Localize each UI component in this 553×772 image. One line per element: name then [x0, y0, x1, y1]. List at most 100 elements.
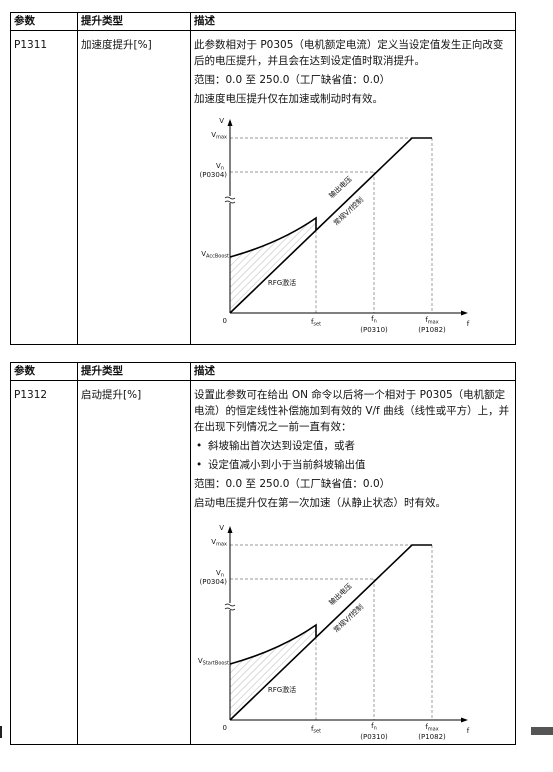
x-arrow — [461, 717, 468, 723]
paragraph: 启动电压提升仅在第一次加速（从静止状态）时有效。 — [194, 495, 512, 511]
vf-diagram: Vf0VmaxVn(P0304)VStartBoostfsetfn(P0310)… — [198, 524, 470, 741]
paragraph: 加速度电压提升仅在加速或制动时有效。 — [194, 91, 512, 107]
text-line: 范围：0.0 至 250.0（工厂缺省值：0.0） — [194, 74, 391, 86]
x-axis-label: f — [467, 727, 470, 735]
fmax-label-sub: max — [428, 727, 439, 733]
axis-break-bg — [226, 603, 234, 610]
curve-label: 输出电压 — [327, 174, 354, 200]
fn-label: fn — [371, 722, 377, 732]
header-cell: 描述 — [194, 365, 215, 377]
fn-label: fn — [371, 315, 377, 325]
vmax-label: Vmax — [211, 538, 227, 548]
fset-label-sub: set — [313, 729, 321, 735]
bullet-item: 设定值减小到小于当前斜坡输出值 — [194, 457, 512, 473]
param-cell: P1312 — [14, 389, 48, 401]
fn-label-sub: n — [374, 319, 377, 325]
text-line: 设置此参数可在给出 ON 命令以后将一个相对于 P0305（电机额定 — [194, 389, 506, 401]
paragraph: 设置此参数可在给出 ON 命令以后将一个相对于 P0305（电机额定 电流）的恒定… — [194, 387, 512, 435]
vboost-label: VStartBoost — [198, 657, 229, 667]
fmax-label: fmax — [425, 316, 438, 326]
vn-label: Vn — [216, 162, 224, 172]
paragraph: 此参数相对于 P0305（电机额定电流）定义当设定值发生正向改变 后的电压提升，并… — [194, 37, 512, 69]
axis-break — [224, 196, 236, 204]
header-line — [10, 380, 516, 381]
type-cell: 启动提升[%] — [81, 389, 142, 401]
x-arrow — [461, 310, 468, 316]
text-line: 后的电压提升，并且会在达到设定值时取消提升。 — [194, 55, 425, 67]
fn-param: (P0310) — [360, 733, 388, 741]
fn-label-base: f — [371, 722, 374, 730]
vf-line — [229, 544, 432, 721]
fmax-param: (P1082) — [418, 326, 446, 334]
vboost-label-base: V — [198, 657, 203, 665]
axis-break — [224, 603, 236, 611]
fset-label: fset — [311, 725, 321, 735]
boost-area — [230, 218, 316, 313]
column-line — [190, 12, 191, 345]
paragraph: 范围：0.0 至 250.0（工厂缺省值：0.0） — [194, 476, 512, 492]
fmax-label-base: f — [425, 316, 428, 324]
vmax-label-base: V — [211, 131, 216, 139]
vf-diagram: Vf0VmaxVn(P0304)VAccBoostfsetfn(P0310)fm… — [200, 117, 470, 334]
curve-label: RFG激活 — [268, 278, 296, 287]
vmax-label-base: V — [211, 538, 216, 546]
fset-label-base: f — [311, 318, 314, 326]
vn-param: (P0304) — [200, 171, 228, 179]
axis-break-bg — [226, 196, 234, 203]
vn-label-sub: n — [221, 166, 224, 172]
y-axis-label: V — [219, 524, 224, 532]
boost-area — [230, 625, 316, 720]
fn-label-sub: n — [374, 726, 377, 732]
description: 设置此参数可在给出 ON 命令以后将一个相对于 P0305（电机额定 电流）的恒定… — [194, 387, 512, 514]
fn-param: (P0310) — [360, 326, 388, 334]
text-line: 加速度电压提升仅在加速或制动时有效。 — [194, 93, 383, 105]
description: 此参数相对于 P0305（电机额定电流）定义当设定值发生正向改变 后的电压提升，并… — [194, 37, 512, 110]
vboost-label-base: V — [201, 250, 206, 258]
vboost-label-sub: AccBoost — [206, 254, 229, 260]
header-cell: 提升类型 — [81, 15, 123, 27]
text-line: 此参数相对于 P0305（电机额定电流）定义当设定值发生正向改变 — [194, 39, 504, 51]
vn-label-base: V — [216, 162, 221, 170]
curve-label: RFG激活 — [268, 685, 296, 694]
fmax-param: (P1082) — [418, 733, 446, 741]
page-tab — [531, 727, 553, 735]
origin-label: 0 — [223, 317, 227, 325]
text-line: 启动电压提升仅在第一次加速（从静止状态）时有效。 — [194, 497, 446, 509]
vn-param: (P0304) — [200, 578, 228, 586]
vn-label-sub: n — [221, 573, 224, 579]
header-line — [10, 30, 516, 31]
fset-label: fset — [311, 318, 321, 328]
fmax-label-base: f — [425, 723, 428, 731]
fset-label-base: f — [311, 725, 314, 733]
fset-label-sub: set — [313, 322, 321, 328]
table-border — [10, 12, 516, 345]
vboost-label-sub: StartBoost — [203, 661, 229, 667]
param-cell: P1311 — [14, 39, 48, 51]
fmax-label: fmax — [425, 723, 438, 733]
edge-mark — [0, 726, 2, 738]
boost-curve — [229, 216, 317, 258]
x-axis-label: f — [467, 320, 470, 328]
text-line: 电流）的恒定线性补偿施加到有效的 V/f 曲线（线性或平方）上，并 — [194, 405, 510, 417]
fn-label-base: f — [371, 315, 374, 323]
column-line — [77, 362, 78, 745]
paragraph: 范围：0.0 至 250.0（工厂缺省值：0.0） — [194, 72, 512, 88]
type-cell: 加速度提升[%] — [81, 39, 152, 51]
vf-line — [229, 137, 432, 314]
header-cell: 描述 — [194, 15, 215, 27]
bullet-item: 斜坡输出首次达到设定值，或者 — [194, 438, 512, 454]
table-border — [10, 362, 516, 745]
text-line: 范围：0.0 至 250.0（工厂缺省值：0.0） — [194, 478, 391, 490]
header-cell: 提升类型 — [81, 365, 123, 377]
column-line — [77, 12, 78, 345]
vmax-label-sub: max — [216, 542, 227, 548]
header-cell: 参数 — [14, 365, 35, 377]
header-cell: 参数 — [14, 15, 35, 27]
y-arrow — [227, 526, 233, 533]
curve-label: 输出电压 — [327, 581, 354, 607]
y-arrow — [227, 119, 233, 126]
vmax-label: Vmax — [211, 131, 227, 141]
column-line — [190, 362, 191, 745]
fmax-label-sub: max — [428, 320, 439, 326]
